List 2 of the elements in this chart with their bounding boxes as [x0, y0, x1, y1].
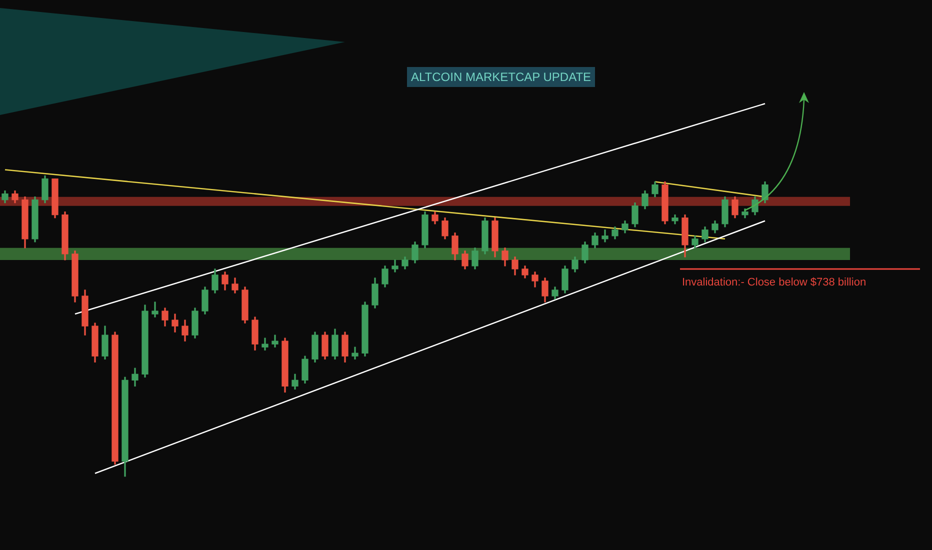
ref-line-label: Invalidation:- Close below $738 billion	[682, 276, 866, 288]
chart-title: ALTCOIN MARKETCAP UPDATE	[407, 67, 596, 87]
